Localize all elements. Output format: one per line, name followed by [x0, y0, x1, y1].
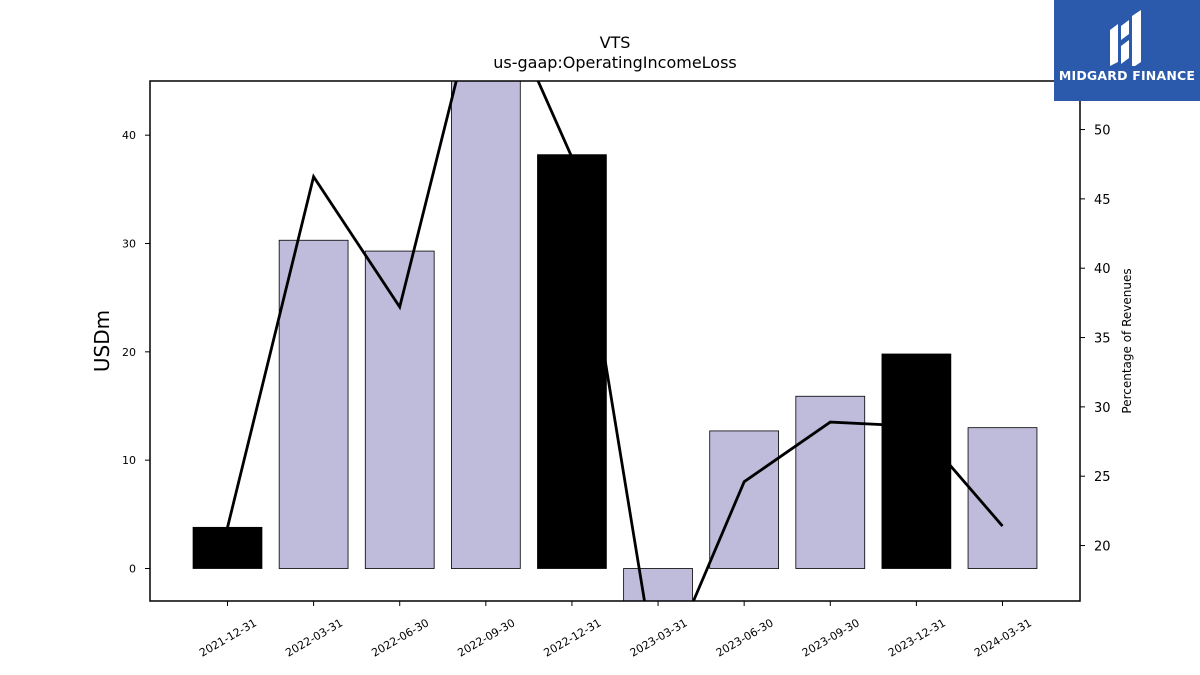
bar-2023-06-30: [709, 430, 780, 569]
bar-2022-03-31: [278, 239, 349, 569]
bar-2021-12-31: [192, 526, 263, 569]
chart-subtitle: us-gaap:OperatingIncomeLoss: [493, 53, 737, 72]
bar-2022-06-30: [364, 250, 435, 569]
y2-tick-label: 20: [1094, 540, 1111, 555]
percentage-of-revenues-line: [226, 81, 1004, 601]
midgard-logo-icon: [1110, 10, 1141, 66]
percentage-line-layer: [226, 81, 1004, 601]
y-tick-label: 30: [122, 238, 136, 251]
y2-axis-label: Percentage of Revenues: [1120, 268, 1134, 413]
y-tick-label: 0: [129, 563, 136, 576]
x-tick-label: 2023-12-31: [886, 616, 948, 659]
chart-title: VTS: [600, 33, 631, 52]
y-axis-label: USDm: [90, 310, 114, 372]
plot-frame: [149, 80, 1081, 602]
y-tick-label: 10: [122, 454, 136, 467]
y2-tick-label: 30: [1094, 401, 1111, 416]
y2-tick-label: 45: [1094, 193, 1111, 208]
bar-2023-09-30: [795, 395, 866, 569]
brand-logo: MIDGARD FINANCE: [1054, 0, 1200, 101]
y2-tick-label: 40: [1094, 262, 1111, 277]
y2-tick-label: 35: [1094, 332, 1111, 347]
x-tick-label: 2021-12-31: [197, 616, 259, 659]
brand-logo-text: MIDGARD FINANCE: [1058, 68, 1196, 83]
bar-2022-12-31: [537, 154, 607, 569]
bars: [192, 81, 1038, 601]
x-tick-label: 2023-09-30: [800, 616, 862, 659]
y2-tick-label: 50: [1094, 124, 1111, 139]
x-tick-label: 2024-03-31: [972, 616, 1034, 659]
x-tick-label: 2023-06-30: [714, 616, 776, 659]
x-axis: 2021-12-31 2022-03-31 2022-06-30 2022-09-30…: [197, 601, 1034, 660]
bar-2023-12-31: [881, 353, 952, 569]
x-tick-label: 2022-03-31: [283, 616, 345, 659]
x-tick-label: 2022-12-31: [542, 616, 604, 659]
x-tick-label: 2022-06-30: [369, 616, 431, 659]
x-tick-label: 2022-09-30: [455, 616, 517, 659]
y2-tick-label: 25: [1094, 470, 1111, 485]
y-tick-label: 40: [122, 129, 136, 142]
bar-2022-09-30: [450, 81, 521, 569]
y-axis-left: 0 10 20 30 40: [122, 129, 150, 576]
y-axis-right: 20 25 30 35 40 45 50: [1080, 124, 1111, 555]
bar-2023-03-31: [623, 568, 693, 601]
y-tick-label: 20: [122, 346, 136, 359]
x-tick-label: 2023-03-31: [628, 616, 690, 659]
